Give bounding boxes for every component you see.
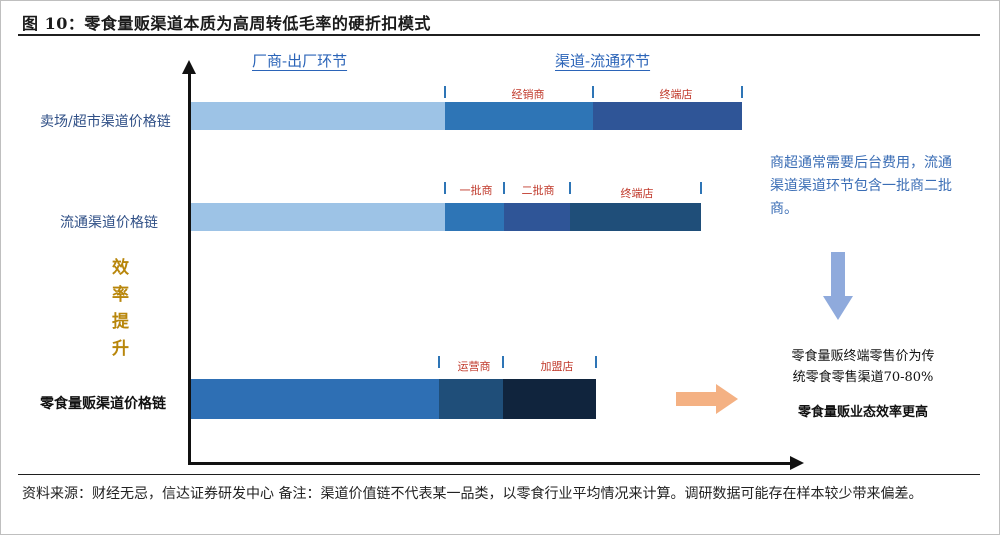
conclusion-text: 零食量贩业态效率更高 xyxy=(797,405,928,420)
figure-title: 图 10：零食量贩渠道本质为高周转低毛率的硬折扣模式 xyxy=(22,14,431,33)
result-text: 零食量贩终端零售价为传 统零食零售渠道70-80% xyxy=(791,349,935,385)
row-label-distribution: 流通渠道价格链 xyxy=(60,215,158,231)
bar-second-wholesaler xyxy=(504,203,570,231)
tick xyxy=(700,182,702,194)
bar-first-wholesaler xyxy=(445,203,504,231)
x-axis-arrowhead xyxy=(790,456,804,470)
y-axis-arrowhead xyxy=(182,60,196,74)
bar-terminal-store-supermarket xyxy=(593,102,742,130)
source-rule xyxy=(18,474,980,475)
bar-operator xyxy=(439,379,503,419)
segment-label-second-wholesaler: 二批商 xyxy=(521,184,555,197)
bar-factory-distribution xyxy=(191,203,445,231)
source-note: 资料来源：财经无忌，信达证券研发中心 备注：渠道价值链不代表某一品类，以零食行业… xyxy=(22,486,923,502)
segment-label-terminal-store: 终端店 xyxy=(620,187,654,200)
stage-label-channel: 渠道-流通环节 xyxy=(555,52,651,70)
tick xyxy=(502,356,504,368)
tick xyxy=(595,356,597,368)
segment-label-franchise-store: 加盟店 xyxy=(540,360,574,373)
segment-label-distributor: 经销商 xyxy=(511,88,545,101)
efficiency-improvement-label: 效 率 提 升 xyxy=(112,258,129,359)
bar-franchise-store xyxy=(503,379,596,419)
segment-label-first-wholesaler: 一批商 xyxy=(459,184,493,197)
tick xyxy=(444,182,446,194)
row-label-supermarket: 卖场/超市渠道价格链 xyxy=(40,114,171,130)
row-label-snack-retail: 零食量贩渠道价格链 xyxy=(40,396,166,412)
bar-factory-snack xyxy=(191,379,439,419)
bar-distributor xyxy=(445,102,593,130)
x-axis xyxy=(188,462,792,465)
tick xyxy=(592,86,594,98)
bar-terminal-store-distribution xyxy=(570,203,701,231)
title-rule xyxy=(18,34,980,36)
down-arrow-icon xyxy=(823,252,853,320)
segment-label-terminal-store: 终端店 xyxy=(659,88,693,101)
segment-label-operator: 运营商 xyxy=(457,360,491,373)
note-text: 商超通常需要后台费用，流通渠道渠道环节包含一批商二批商。 xyxy=(770,155,952,217)
bar-factory-supermarket xyxy=(191,102,445,130)
y-axis xyxy=(188,70,191,464)
tick xyxy=(503,182,505,194)
tick xyxy=(438,356,440,368)
tick xyxy=(569,182,571,194)
tick xyxy=(741,86,743,98)
right-arrow-icon xyxy=(676,384,738,414)
stage-label-factory: 厂商-出厂环节 xyxy=(252,52,348,70)
tick xyxy=(444,86,446,98)
